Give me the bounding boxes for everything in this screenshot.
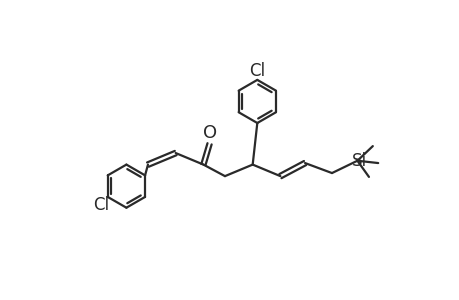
Text: Cl: Cl bbox=[249, 62, 265, 80]
Text: O: O bbox=[202, 124, 216, 142]
Text: Si: Si bbox=[351, 152, 366, 170]
Text: Cl: Cl bbox=[93, 196, 109, 214]
